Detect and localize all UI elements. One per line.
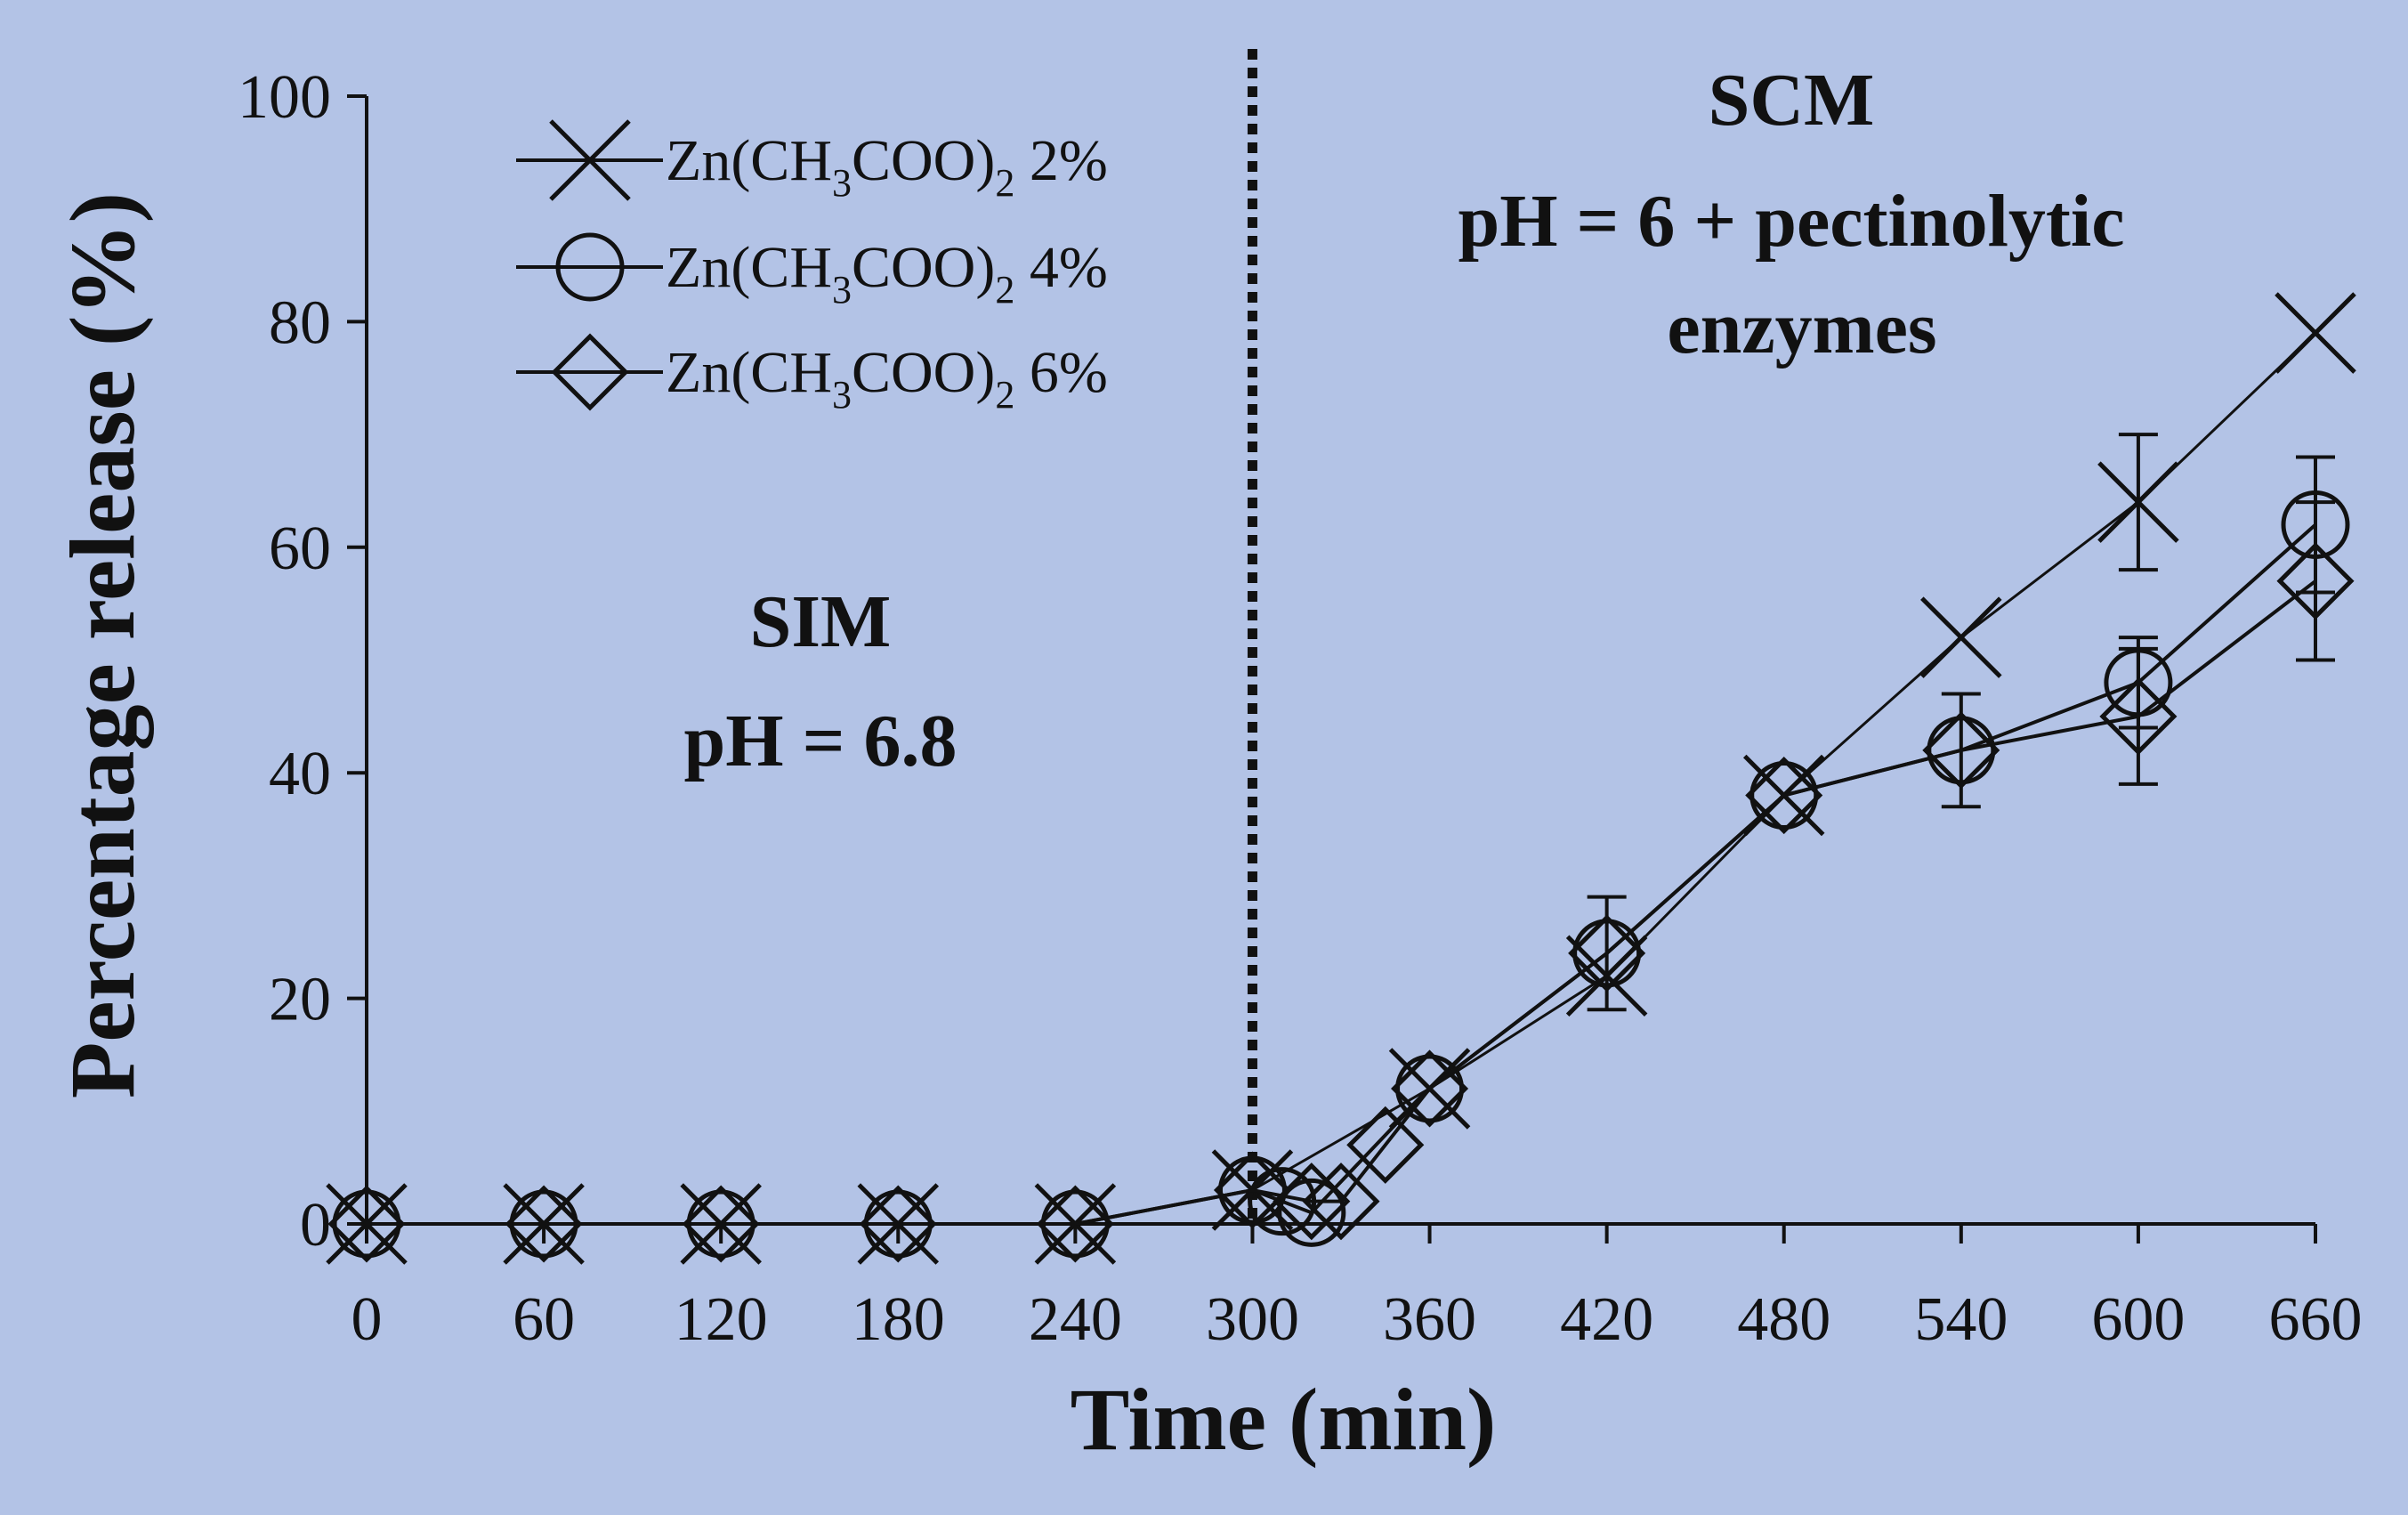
x-tick-label: 660 — [2269, 1285, 2363, 1354]
x-tick-label: 0 — [352, 1285, 383, 1354]
diamond-marker — [327, 1185, 406, 1263]
scm-label: SCM — [1709, 59, 1875, 142]
diamond-marker — [551, 333, 629, 411]
x-tick-label: 60 — [513, 1285, 575, 1354]
x-tick-label: 540 — [1914, 1285, 2008, 1354]
diamond-marker — [1302, 1163, 1380, 1241]
circle-marker — [1395, 1054, 1465, 1123]
x-marker — [1920, 596, 2002, 678]
legend-item: Zn(CH3COO)2 4% — [516, 232, 1108, 312]
y-tick-label: 20 — [269, 966, 331, 1034]
y-tick-label: 80 — [269, 288, 331, 357]
legend-label: Zn(CH3COO)2 6% — [666, 340, 1108, 417]
legend-item: Zn(CH3COO)2 2% — [516, 119, 1108, 205]
x-tick-label: 480 — [1737, 1285, 1830, 1354]
axes: 0 60 120 180 240 300 360 420 480 540 600 660 0 20 40 60… — [238, 63, 2363, 1354]
y-tick-label: 40 — [269, 740, 331, 808]
x-tick-label: 120 — [675, 1285, 768, 1354]
scm-enzymes-label: enzymes — [1667, 287, 1936, 369]
legend: Zn(CH3COO)2 2% Zn(CH3COO)2 4% Zn(CH3COO)2 … — [516, 119, 1108, 417]
diamond-marker — [1922, 711, 2000, 790]
x-marker — [2097, 461, 2179, 543]
diamond-marker — [1036, 1185, 1114, 1263]
x-tick-label: 240 — [1029, 1285, 1122, 1354]
circle-marker — [1572, 919, 1642, 988]
x-axis-title: Time (min) — [1071, 1370, 1497, 1469]
diamond-marker — [505, 1185, 583, 1263]
diamond-marker — [2276, 542, 2355, 620]
diamond-marker — [1568, 914, 1646, 992]
x-marker — [549, 119, 631, 201]
scm-ph-label: pH = 6 + pectinolytic — [1458, 180, 2124, 263]
diamond-marker — [1273, 1163, 1351, 1241]
circle-marker — [1749, 761, 1819, 830]
diamond-marker — [1745, 757, 1823, 835]
circle-marker — [555, 232, 625, 302]
series-line — [367, 579, 2317, 1226]
y-tick-label: 100 — [238, 63, 331, 132]
x-tick-label: 300 — [1206, 1285, 1299, 1354]
y-tick-label: 60 — [269, 514, 331, 583]
circle-marker — [1277, 1178, 1346, 1247]
y-tick-label: 0 — [300, 1191, 331, 1260]
y-axis-title: Percentage release (%) — [52, 192, 154, 1098]
diamond-marker — [1391, 1049, 1469, 1128]
legend-label: Zn(CH3COO)2 4% — [666, 235, 1108, 312]
diamond-marker — [859, 1185, 937, 1263]
x-tick-label: 420 — [1560, 1285, 1653, 1354]
diamond-marker — [1346, 1106, 1425, 1184]
x-tick-label: 600 — [2091, 1285, 2185, 1354]
x-tick-label: 180 — [852, 1285, 945, 1354]
diamond-marker — [682, 1185, 760, 1263]
x-tick-label: 360 — [1383, 1285, 1476, 1354]
sim-label: SIM — [750, 580, 892, 663]
x-marker — [2275, 292, 2356, 374]
diamond-marker — [2099, 677, 2178, 756]
legend-label: Zn(CH3COO)2 2% — [666, 128, 1108, 205]
plot-area — [326, 292, 2356, 1265]
sim-ph-label: pH = 6.8 — [684, 700, 958, 782]
legend-item: Zn(CH3COO)2 6% — [516, 333, 1108, 417]
series-diamond — [327, 500, 2355, 1263]
diamond-marker — [1213, 1151, 1291, 1229]
